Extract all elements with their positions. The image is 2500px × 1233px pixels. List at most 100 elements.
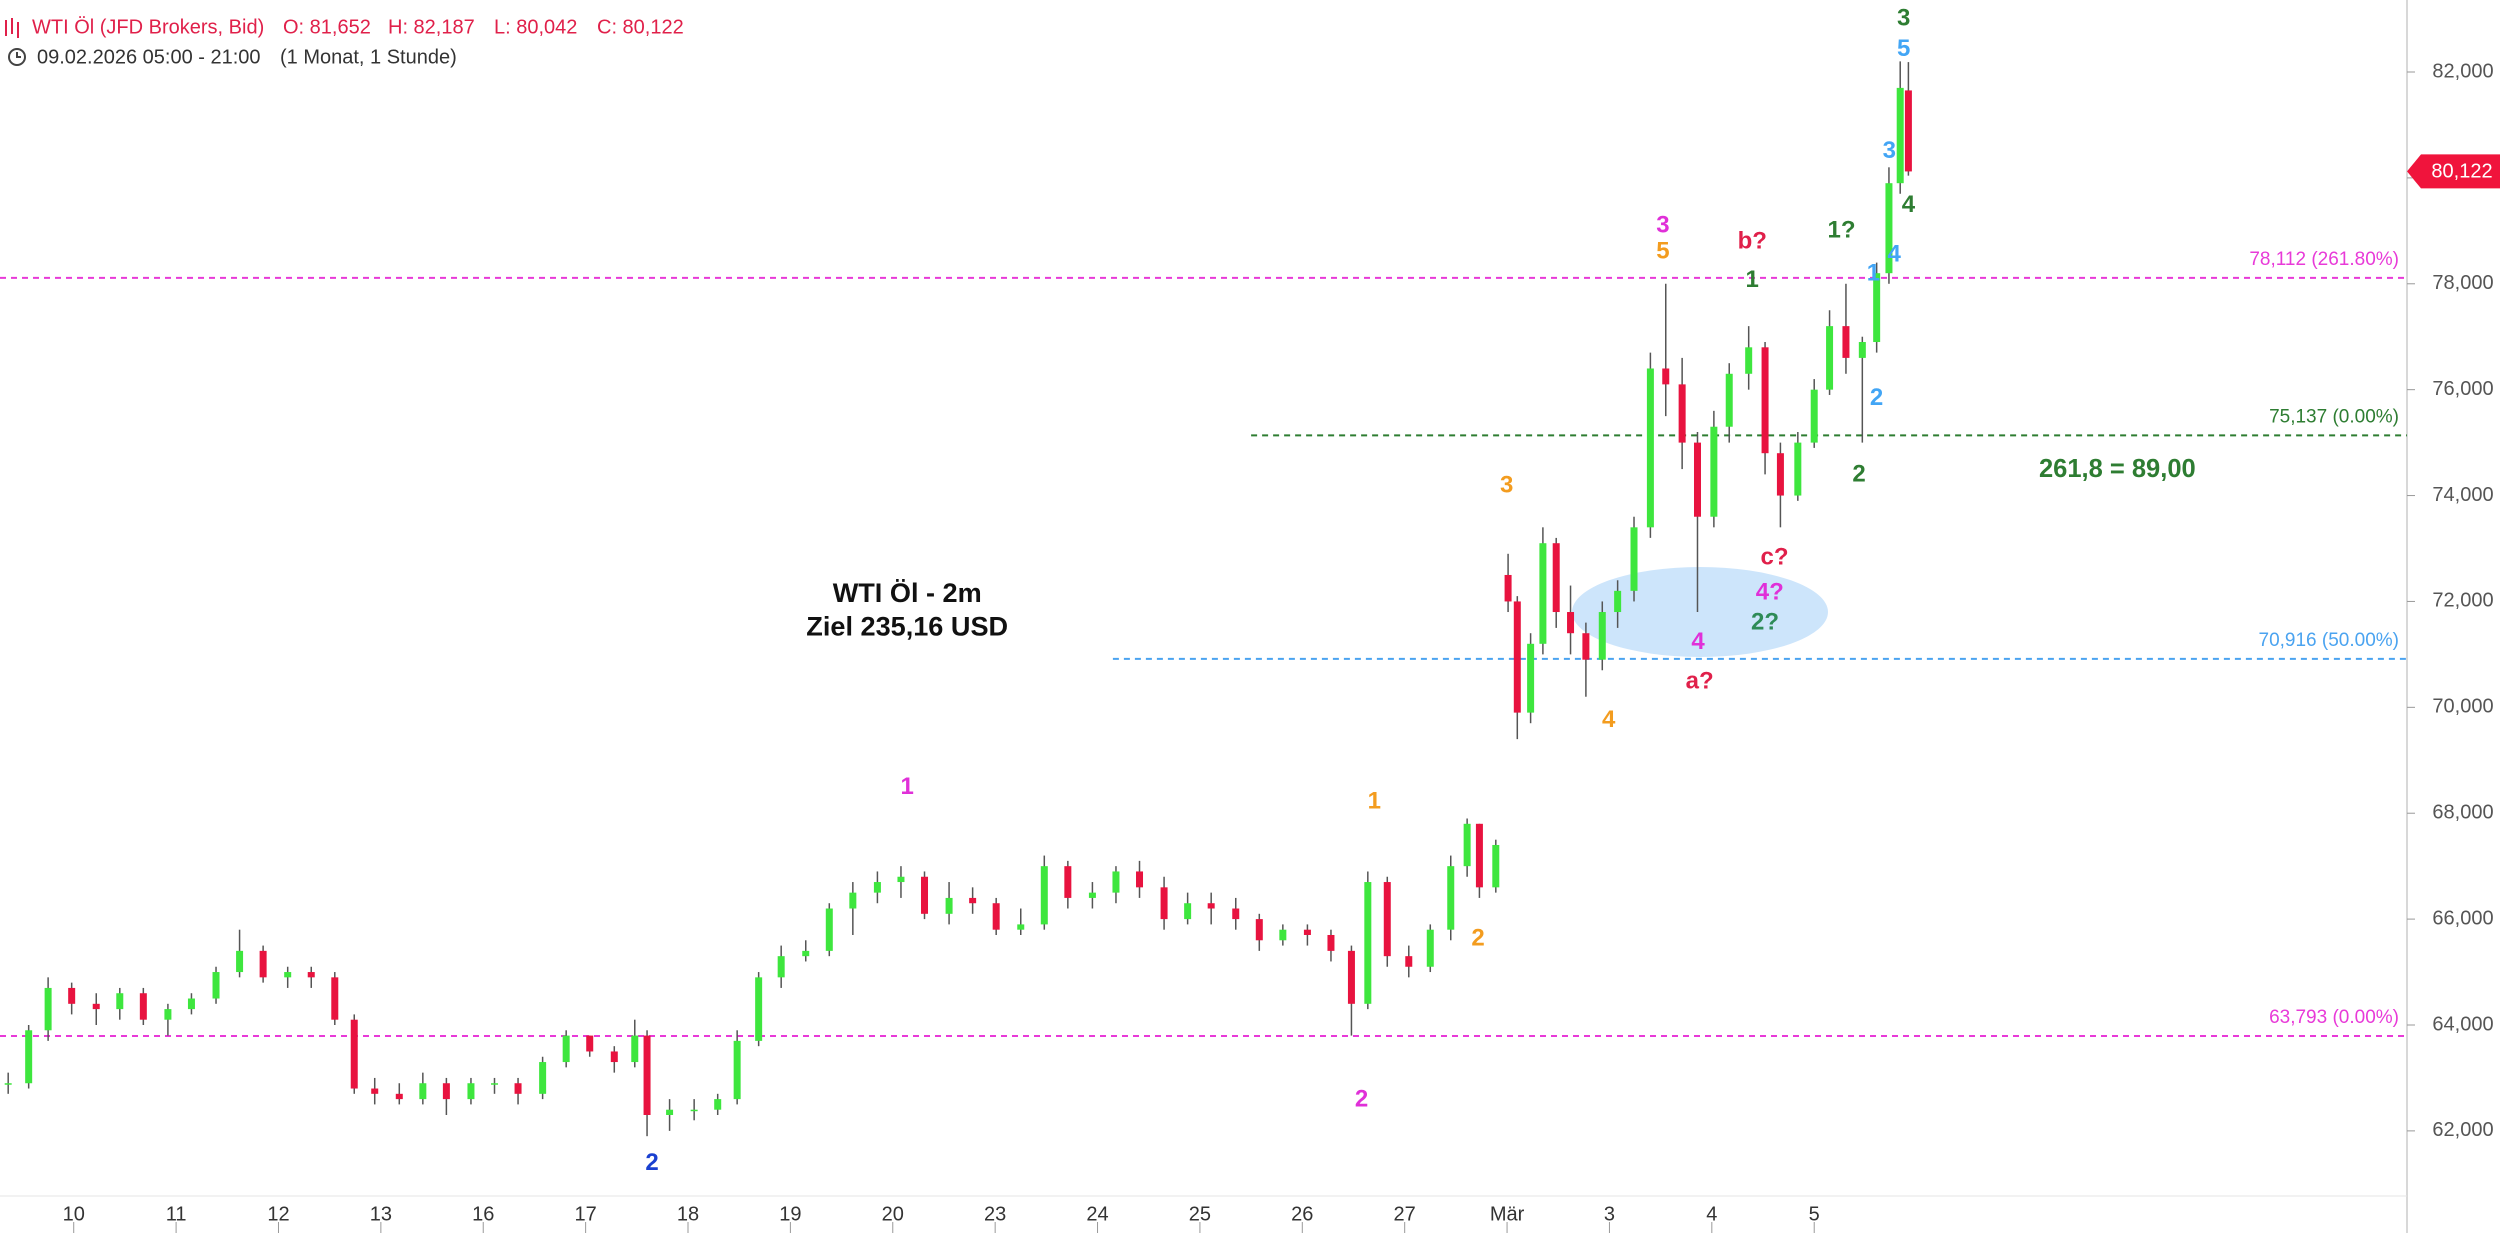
y-tick-label: 76,000 [2432,378,2493,400]
wave-label: 2? [1751,609,1779,636]
candle-body [777,956,785,978]
candle-body [350,1019,358,1089]
candle-body [1725,373,1733,427]
period: 09.02.2026 05:00 - 21:00 [37,46,261,68]
x-tick-label: 3 [1604,1203,1615,1225]
candle-body [1630,527,1638,591]
wave-label: 1 [1368,787,1381,814]
candle-body [1184,903,1192,920]
candle-body [92,1003,100,1010]
candle-body [1810,389,1818,443]
x-tick-label: 26 [1291,1203,1313,1225]
wave-label: 2 [1355,1085,1368,1112]
candle-body [1504,574,1512,602]
note: 261,8 = 89,00 [2039,455,2196,483]
candle-body [992,903,1000,930]
last-price-tag [2407,154,2500,189]
y-tick-label: 74,000 [2432,484,2493,506]
candle-body [873,882,881,893]
candle-body [1136,871,1144,888]
candle-body [1327,934,1335,951]
x-tick-label: 24 [1086,1203,1108,1225]
candle-body [969,897,977,904]
x-tick-label: 16 [472,1203,494,1225]
candle-body [467,1083,475,1100]
y-tick-label: 72,000 [2432,590,2493,612]
candle-body [307,972,315,978]
candle-body [419,1083,427,1100]
y-tick-label: 68,000 [2432,801,2493,823]
candle-body [1513,601,1521,713]
wave-label: 3 [1897,4,1910,31]
note: Ziel 235,16 USD [806,610,1008,641]
x-tick-label: 17 [574,1203,596,1225]
candle-body [1463,823,1471,867]
candle-body [1710,426,1718,517]
ohlc-open: O: 81,652 [283,16,371,38]
candle-body [643,1035,651,1115]
candle-body [442,1083,450,1100]
x-tick-label: 10 [63,1203,85,1225]
candle-body [1662,368,1670,385]
wave-label: b? [1738,228,1767,255]
candle-body [1745,347,1753,374]
candle-body [1858,342,1866,358]
candle-body [1776,453,1784,496]
candle-body [1794,442,1802,496]
candle-body [539,1062,547,1094]
interval: (1 Monat, 1 Stunde) [280,46,457,68]
candle-body [1582,633,1590,660]
candle-body [1598,612,1606,660]
candle-body [25,1030,33,1084]
candle-body [1088,892,1096,898]
candle-body [1842,326,1850,358]
candle-body [690,1109,698,1112]
candle-body [1447,866,1455,930]
candle-body [1207,903,1215,909]
candle-body [139,993,147,1020]
ohlc-icon [5,18,19,38]
wave-label: 4 [1887,240,1901,267]
wave-label: 3 [1883,137,1896,164]
x-tick-label: 12 [267,1203,289,1225]
candle-body [1567,612,1575,634]
candle-body [755,977,763,1041]
candle-body [236,950,244,973]
candle-body [1539,543,1547,644]
candle-body [1232,908,1240,920]
candle-body [116,993,124,1010]
level-label: 70,916 (50.00%) [2259,630,2400,651]
y-tick-label: 78,000 [2432,272,2493,294]
candle-body [610,1051,618,1063]
wave-label: 1 [1746,266,1759,293]
candle-body [1826,326,1834,390]
candle-body [1614,590,1622,613]
candle-body [921,876,929,914]
x-tick-label: 25 [1189,1203,1211,1225]
x-tick-label: 13 [370,1203,392,1225]
symbol: WTI Öl (JFD Brokers, Bid) [32,16,264,38]
candle-body [562,1035,570,1063]
candle-body [586,1035,594,1052]
candle-body [1364,882,1372,1004]
candle-body [1405,956,1413,967]
wave-label: 2 [645,1149,658,1176]
candle-body [897,876,905,883]
note: WTI Öl - 2m [833,577,982,608]
wave-label: 3 [1500,472,1513,499]
y-tick-label: 70,000 [2432,696,2493,718]
wave-label: c? [1761,543,1789,570]
candle-body [1552,543,1560,613]
wave-label: 3 [1656,212,1669,239]
wave-label: 1 [1867,260,1880,287]
ohlc-low: L: 80,042 [494,16,577,38]
candle-body [1383,882,1391,957]
x-tick-label: 23 [984,1203,1006,1225]
candle-body [849,892,857,909]
candle-body [4,1083,12,1085]
candle-body [1040,866,1048,925]
ohlc-high: H: 82,187 [388,16,475,38]
candle-body [1279,929,1287,941]
candle-body [187,998,195,1010]
